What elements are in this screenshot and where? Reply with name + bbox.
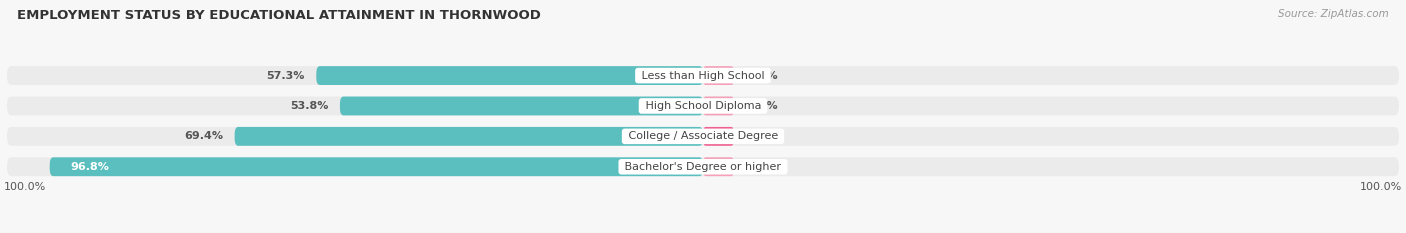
Text: 0.0%: 0.0% [748,101,779,111]
Text: EMPLOYMENT STATUS BY EDUCATIONAL ATTAINMENT IN THORNWOOD: EMPLOYMENT STATUS BY EDUCATIONAL ATTAINM… [17,9,541,22]
FancyBboxPatch shape [316,66,703,85]
Text: 57.3%: 57.3% [267,71,305,81]
Text: 53.8%: 53.8% [290,101,329,111]
FancyBboxPatch shape [7,127,1399,146]
Text: 96.8%: 96.8% [70,162,110,172]
FancyBboxPatch shape [7,66,1399,85]
FancyBboxPatch shape [49,157,703,176]
Text: College / Associate Degree: College / Associate Degree [624,131,782,141]
Text: 0.7%: 0.7% [748,162,779,172]
Text: High School Diploma: High School Diploma [641,101,765,111]
FancyBboxPatch shape [703,157,734,176]
Text: Less than High School: Less than High School [638,71,768,81]
FancyBboxPatch shape [703,127,734,146]
FancyBboxPatch shape [235,127,703,146]
Text: 2.6%: 2.6% [748,131,779,141]
Text: 0.0%: 0.0% [748,71,779,81]
Text: 69.4%: 69.4% [184,131,224,141]
FancyBboxPatch shape [340,96,703,115]
FancyBboxPatch shape [7,96,1399,115]
Text: 100.0%: 100.0% [4,182,46,192]
FancyBboxPatch shape [703,66,734,85]
Text: Source: ZipAtlas.com: Source: ZipAtlas.com [1278,9,1389,19]
FancyBboxPatch shape [703,96,734,115]
FancyBboxPatch shape [7,157,1399,176]
Text: 100.0%: 100.0% [1360,182,1402,192]
Text: Bachelor's Degree or higher: Bachelor's Degree or higher [621,162,785,172]
